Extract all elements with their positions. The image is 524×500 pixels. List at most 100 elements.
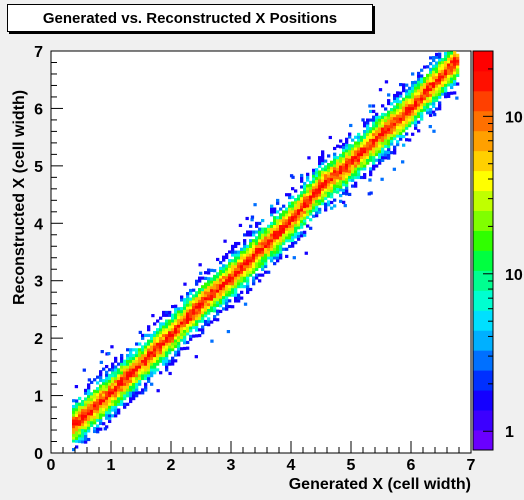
heatmap-cell xyxy=(429,87,433,92)
heatmap-cell xyxy=(213,289,217,293)
heatmap-cell xyxy=(237,299,241,303)
heatmap-cell xyxy=(300,216,304,221)
heatmap-cell xyxy=(87,437,91,442)
heatmap-cell xyxy=(327,168,331,172)
heatmap-cell xyxy=(303,210,307,214)
heatmap-cell-outlier xyxy=(368,178,372,182)
heatmap-cell xyxy=(108,399,112,403)
heatmap-cell xyxy=(408,124,412,128)
heatmap-cell xyxy=(213,277,217,281)
heatmap-cell xyxy=(366,161,370,165)
heatmap-cell xyxy=(435,55,439,59)
heatmap-cell xyxy=(144,376,148,381)
heatmap-cell xyxy=(405,92,409,96)
heatmap-cell xyxy=(258,273,262,277)
heatmap-cell xyxy=(294,218,298,222)
heatmap-cell xyxy=(285,233,289,237)
heatmap-cell-outlier xyxy=(243,302,248,306)
heatmap-cell xyxy=(213,269,217,273)
heatmap-cell xyxy=(396,114,400,118)
heatmap-cell xyxy=(381,147,385,151)
heatmap-cell xyxy=(90,412,94,416)
heatmap-cell xyxy=(300,191,304,195)
heatmap-cell xyxy=(300,202,304,206)
x-tick-label: 6 xyxy=(407,457,416,474)
heatmap-cell xyxy=(198,296,202,300)
heatmap-cell xyxy=(231,293,235,297)
heatmap-cell xyxy=(153,356,157,360)
heatmap-cell xyxy=(435,107,439,111)
heatmap-cell xyxy=(270,250,274,254)
heatmap-cell xyxy=(117,385,121,389)
heatmap-cell xyxy=(156,333,160,338)
heatmap-cell xyxy=(81,440,85,444)
heatmap-cell xyxy=(276,210,280,214)
heatmap-cell xyxy=(159,325,163,329)
heatmap-cell xyxy=(447,74,451,78)
heatmap-cell xyxy=(375,147,379,151)
heatmap-cell xyxy=(351,178,355,182)
heatmap-cell xyxy=(405,123,409,127)
heatmap-cell xyxy=(210,294,214,298)
heatmap-cell xyxy=(273,236,277,240)
heatmap-cell xyxy=(171,330,175,334)
heatmap-cell xyxy=(321,170,325,174)
heatmap-cell xyxy=(441,63,445,67)
heatmap-cell xyxy=(210,283,214,287)
heatmap-cell xyxy=(348,146,352,151)
heatmap-cell xyxy=(102,387,106,391)
heatmap-cell xyxy=(372,129,376,134)
heatmap-cell xyxy=(381,132,385,137)
heatmap-cell xyxy=(261,218,265,223)
heatmap-cell xyxy=(279,213,283,217)
heatmap-cell xyxy=(339,168,343,172)
heatmap-cell xyxy=(246,262,250,266)
heatmap-cell xyxy=(390,136,394,140)
heatmap-cell xyxy=(324,159,328,163)
y-tick-label: 0 xyxy=(34,446,43,463)
heatmap-cell xyxy=(210,286,214,290)
palette-swatch xyxy=(473,210,493,231)
heatmap-cell xyxy=(144,356,148,360)
heatmap-cell xyxy=(315,191,319,195)
heatmap-cell xyxy=(354,173,358,177)
heatmap-cell xyxy=(327,174,331,178)
heatmap-cell xyxy=(435,98,439,102)
heatmap-cell xyxy=(396,105,400,109)
heatmap-cell xyxy=(405,103,409,107)
heatmap-cell xyxy=(354,135,358,139)
heatmap-cell xyxy=(168,336,172,340)
heatmap-cell xyxy=(372,118,376,122)
heatmap-cell xyxy=(135,356,139,360)
heatmap-cell xyxy=(393,119,397,123)
heatmap-cell xyxy=(297,203,301,207)
heatmap-cell xyxy=(216,275,220,279)
heatmap-cell xyxy=(99,421,103,426)
heatmap-cell xyxy=(120,362,124,366)
heatmap-cell xyxy=(360,147,364,151)
heatmap-cell xyxy=(264,236,268,240)
heatmap-cell xyxy=(333,204,337,208)
heatmap-cell xyxy=(186,346,190,350)
heatmap-cell xyxy=(354,155,358,159)
heatmap-cell xyxy=(285,216,289,220)
heatmap-cell xyxy=(192,314,196,318)
heatmap-cell xyxy=(198,313,202,318)
heatmap-cell xyxy=(393,116,397,121)
heatmap-cell xyxy=(318,176,322,180)
heatmap-cell-outlier xyxy=(380,177,384,181)
heatmap-cell xyxy=(429,96,433,100)
heatmap-cell xyxy=(126,385,130,389)
heatmap-cell xyxy=(132,385,136,389)
heatmap-cell xyxy=(294,198,298,202)
heatmap-cell xyxy=(246,253,250,257)
heatmap-cell xyxy=(378,144,382,148)
heatmap-cell xyxy=(393,148,397,152)
heatmap-cell xyxy=(225,301,229,305)
heatmap-cell xyxy=(93,378,97,382)
heatmap-cell xyxy=(243,247,247,251)
heatmap-cell xyxy=(261,259,265,263)
heatmap-cell xyxy=(429,113,433,117)
heatmap-cell xyxy=(279,241,283,246)
heatmap-cell xyxy=(291,187,295,191)
